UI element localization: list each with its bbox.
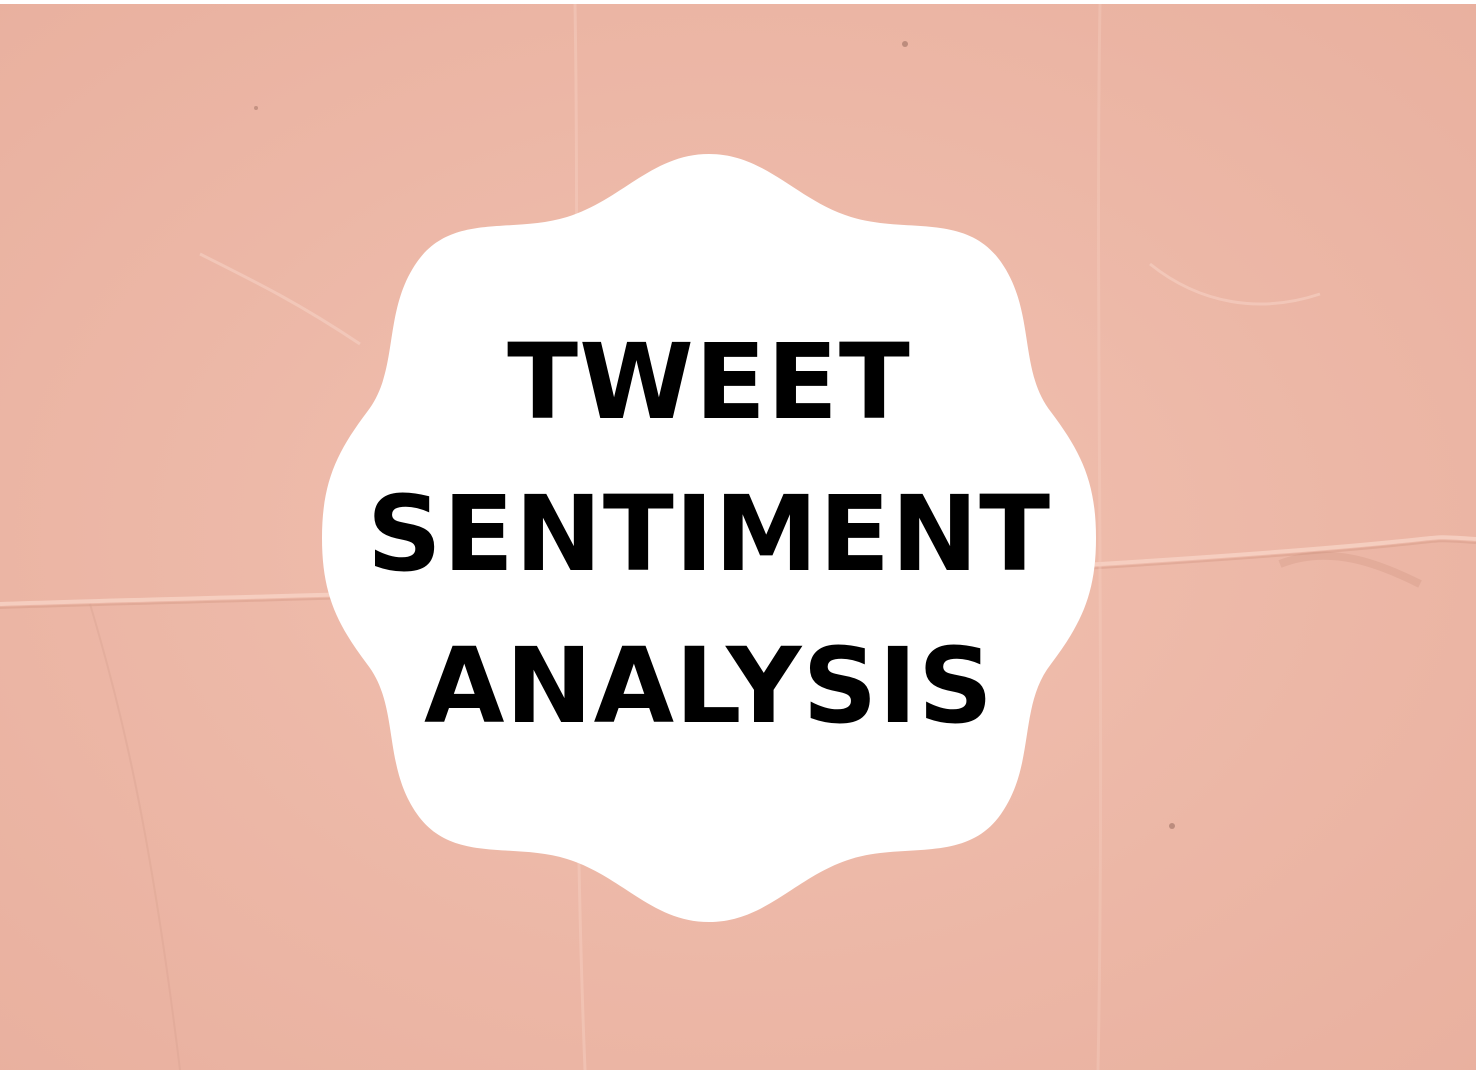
scalloped-badge [322,152,1096,924]
scalloped-badge-shape [322,154,1096,922]
title-line-3: ANALYSIS [424,625,994,747]
title-line-1: TWEET [507,321,911,443]
badge-title: TWEET SENTIMENT ANALYSIS [322,306,1096,762]
title-line-2: SENTIMENT [366,473,1052,595]
